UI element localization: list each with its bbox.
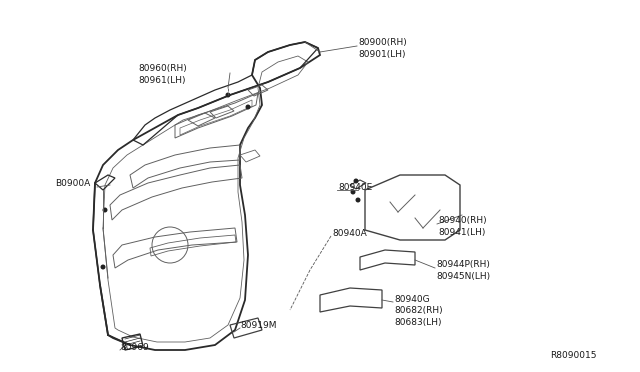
Text: 80940G: 80940G (394, 295, 429, 304)
Text: 80940A: 80940A (332, 228, 367, 237)
Text: 80945N(LH): 80945N(LH) (436, 273, 490, 282)
Circle shape (351, 189, 355, 195)
Text: R8090015: R8090015 (550, 350, 596, 359)
Text: 80682(RH): 80682(RH) (394, 307, 443, 315)
Text: 80969: 80969 (120, 343, 148, 352)
Text: 80941(LH): 80941(LH) (438, 228, 485, 237)
Circle shape (100, 264, 106, 269)
Text: 80961(LH): 80961(LH) (138, 76, 186, 84)
Text: 80940E: 80940E (338, 183, 372, 192)
Text: 80960(RH): 80960(RH) (138, 64, 187, 73)
Circle shape (246, 105, 250, 109)
Text: 80901(LH): 80901(LH) (358, 49, 406, 58)
Text: 80919M: 80919M (240, 321, 276, 330)
Circle shape (355, 198, 360, 202)
Text: B0900A: B0900A (55, 179, 90, 187)
Circle shape (225, 93, 230, 97)
Text: 80683(LH): 80683(LH) (394, 318, 442, 327)
Circle shape (102, 208, 108, 212)
Circle shape (353, 179, 358, 183)
Text: 80944P(RH): 80944P(RH) (436, 260, 490, 269)
Text: 80940(RH): 80940(RH) (438, 215, 486, 224)
Text: 80900(RH): 80900(RH) (358, 38, 407, 46)
